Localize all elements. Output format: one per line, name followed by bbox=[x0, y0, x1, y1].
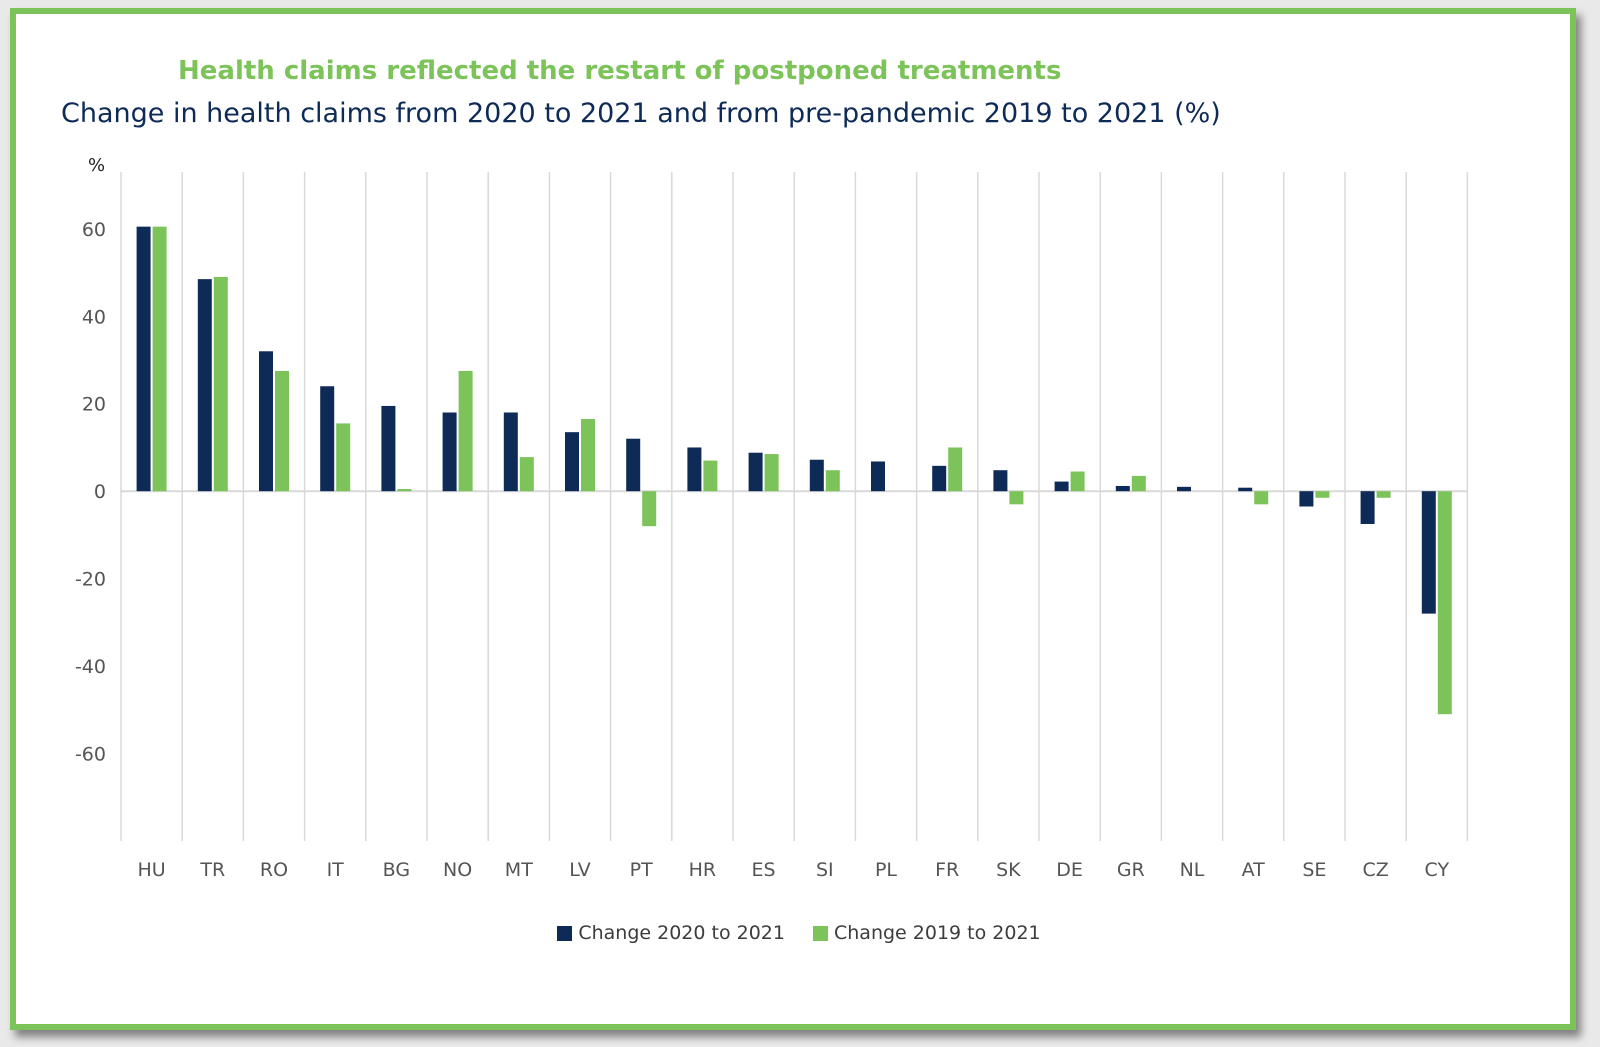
bar-1-nl bbox=[1177, 486, 1191, 492]
x-tick-label: HU bbox=[137, 859, 165, 881]
y-tick-label: -20 bbox=[75, 569, 106, 591]
bar-2-mt bbox=[519, 457, 534, 492]
bar-2-de bbox=[1070, 471, 1085, 492]
x-tick-label: SK bbox=[996, 859, 1021, 881]
y-tick-labels: 60 40 20 0 -20 -40 -60 bbox=[75, 219, 106, 766]
x-tick-label: DE bbox=[1056, 859, 1083, 881]
bar-2-si bbox=[825, 470, 840, 492]
bar-1-cz bbox=[1360, 491, 1375, 524]
bar-2-es bbox=[764, 454, 779, 492]
bar-1-de bbox=[1054, 481, 1069, 492]
x-tick-label: PL bbox=[875, 859, 897, 881]
x-tick-label: ES bbox=[752, 859, 776, 881]
x-tick-label: BG bbox=[383, 859, 410, 881]
x-tick-label: TR bbox=[199, 859, 225, 881]
bar-1-tr bbox=[197, 279, 212, 492]
y-tick-label: 40 bbox=[82, 306, 106, 328]
y-tick-label: 0 bbox=[94, 481, 106, 503]
bar-1-bg bbox=[381, 405, 396, 492]
y-tick-label: 20 bbox=[82, 394, 106, 416]
x-tick-label: SE bbox=[1302, 859, 1326, 881]
legend-item-series2: Change 2019 to 2021 bbox=[813, 922, 1041, 944]
y-axis-unit: % bbox=[88, 155, 105, 176]
bar-2-se bbox=[1315, 491, 1330, 498]
bar-1-no bbox=[442, 412, 457, 492]
x-tick-label: CZ bbox=[1362, 859, 1388, 881]
bars bbox=[136, 226, 1452, 715]
bar-chart: 60 40 20 0 -20 -40 -60 HU TR RO IT BG NO MT LV PT HR ES S… bbox=[75, 155, 1469, 881]
x-tick-label: PT bbox=[630, 859, 653, 881]
x-tick-label: IT bbox=[327, 859, 345, 881]
bar-1-it bbox=[320, 386, 335, 492]
bar-1-lv bbox=[565, 432, 579, 492]
legend-label-series2: Change 2019 to 2021 bbox=[834, 922, 1041, 944]
bar-2-lv bbox=[581, 419, 595, 492]
bar-2-no bbox=[458, 370, 473, 492]
bar-1-fr bbox=[932, 465, 947, 492]
x-tick-label: CY bbox=[1425, 859, 1450, 881]
bar-2-bg bbox=[397, 489, 412, 492]
legend-item-series1: Change 2020 to 2021 bbox=[557, 922, 785, 944]
bar-1-cy bbox=[1421, 491, 1436, 614]
x-tick-label: NO bbox=[443, 859, 472, 881]
bar-1-si bbox=[809, 459, 824, 492]
grid-lines bbox=[120, 172, 1469, 841]
legend-swatch-series1 bbox=[557, 925, 573, 941]
bar-1-sk bbox=[993, 470, 1008, 492]
bar-2-gr bbox=[1131, 475, 1146, 492]
bar-1-pt bbox=[626, 438, 641, 492]
bar-1-hu bbox=[136, 226, 151, 492]
bar-1-ro bbox=[259, 351, 273, 492]
x-tick-label: FR bbox=[935, 859, 959, 881]
x-tick-label: RO bbox=[260, 859, 288, 881]
x-tick-label: LV bbox=[569, 859, 591, 881]
x-tick-label: AT bbox=[1242, 859, 1266, 881]
legend: Change 2020 to 2021 Change 2019 to 2021 bbox=[16, 922, 1582, 944]
x-tick-label: NL bbox=[1180, 859, 1205, 881]
y-tick-label: 60 bbox=[82, 219, 106, 241]
bar-1-mt bbox=[503, 412, 518, 492]
x-tick-label: HR bbox=[689, 859, 717, 881]
legend-label-series1: Change 2020 to 2021 bbox=[578, 922, 785, 944]
bar-1-pl bbox=[871, 461, 885, 492]
bar-2-hu bbox=[152, 226, 167, 492]
x-tick-label: SI bbox=[816, 859, 834, 881]
bar-2-hr bbox=[703, 460, 718, 492]
bar-2-cy bbox=[1437, 491, 1452, 715]
y-tick-label: -40 bbox=[75, 656, 106, 678]
bar-1-gr bbox=[1115, 485, 1130, 492]
legend-swatch-series2 bbox=[813, 925, 828, 941]
x-tick-label: MT bbox=[505, 859, 533, 881]
chart-subtitle: Change in health claims from 2020 to 202… bbox=[61, 98, 1221, 129]
bar-2-it bbox=[336, 423, 351, 492]
bar-1-es bbox=[748, 452, 763, 492]
bar-2-ro bbox=[275, 370, 289, 492]
bar-2-sk bbox=[1009, 491, 1024, 505]
bar-2-pt bbox=[642, 491, 657, 527]
bar-1-hr bbox=[687, 447, 702, 492]
chart-frame: Health claims reflected the restart of p… bbox=[10, 8, 1576, 1030]
bar-2-tr bbox=[213, 276, 228, 492]
y-tick-label: -60 bbox=[75, 744, 106, 766]
bar-2-at bbox=[1254, 491, 1269, 505]
x-tick-label: GR bbox=[1117, 859, 1145, 881]
bar-1-at bbox=[1238, 487, 1253, 492]
chart-title: Health claims reflected the restart of p… bbox=[178, 56, 1062, 86]
bar-1-se bbox=[1299, 491, 1314, 507]
bar-2-cz bbox=[1376, 491, 1391, 498]
x-tick-labels: HU TR RO IT BG NO MT LV PT HR ES SI PL FR SK DE GR NL AT SE… bbox=[137, 859, 1449, 881]
bar-2-fr bbox=[948, 447, 963, 492]
